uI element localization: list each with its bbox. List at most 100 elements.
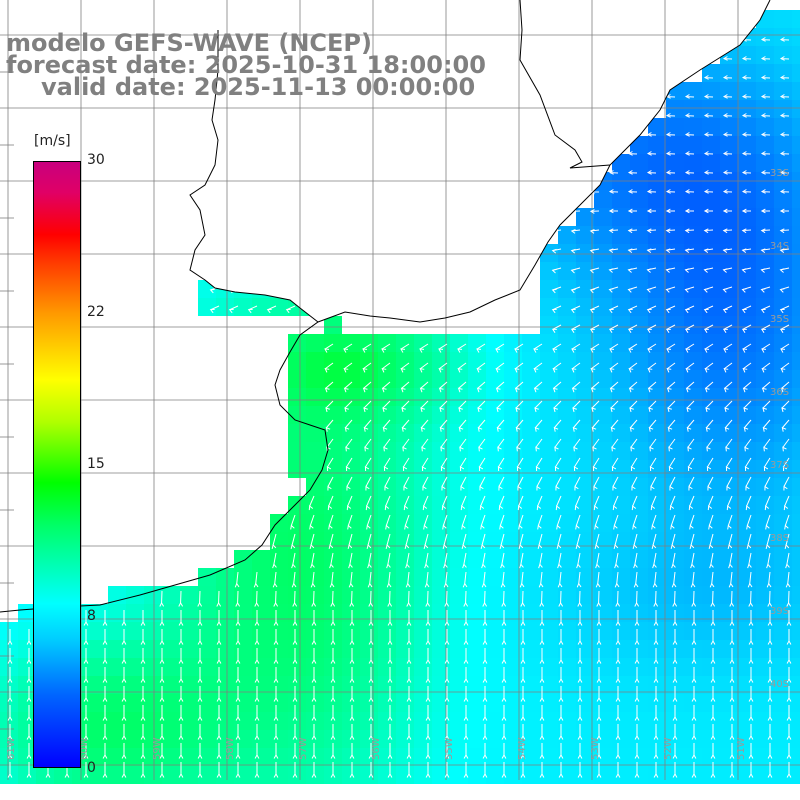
wind-arrow [539, 743, 545, 759]
wind-arrow [347, 514, 353, 530]
wind-arrow [783, 476, 790, 491]
wind-arrow [83, 724, 89, 740]
wind-arrow [748, 590, 754, 607]
wind-arrow [744, 457, 752, 471]
wind-arrow [767, 686, 773, 702]
wind-arrow [425, 743, 431, 759]
wind-arrow [440, 438, 448, 452]
wind-arrow [684, 208, 695, 214]
wind-arrow [551, 286, 562, 294]
wind-arrow [401, 419, 410, 432]
wind-arrow [688, 476, 695, 491]
wind-arrow [387, 686, 393, 702]
wind-arrow [348, 571, 354, 588]
wind-arrow [345, 457, 353, 471]
wind-arrow [627, 228, 638, 234]
wind-arrow [7, 743, 13, 759]
wind-arrow [515, 400, 524, 413]
wind-arrow [760, 189, 771, 194]
wind-arrow [102, 743, 108, 759]
wind-arrow [629, 400, 638, 413]
wind-arrow [383, 438, 391, 452]
wind-arrow [497, 457, 505, 471]
wind-arrow [632, 533, 638, 549]
wind-arrow [382, 419, 391, 432]
wind-arrow [760, 267, 771, 273]
wind-arrow [630, 438, 638, 452]
wind-arrow [440, 457, 448, 471]
wind-arrow [779, 267, 790, 273]
wind-arrow [596, 743, 602, 759]
wind-arrow [457, 381, 467, 393]
wind-arrow [653, 686, 659, 702]
wind-arrow [501, 667, 507, 683]
wind-arrow [330, 667, 336, 683]
wind-arrow [615, 724, 621, 740]
wind-arrow [646, 151, 657, 156]
wind-arrow [780, 362, 790, 373]
wind-arrow [520, 762, 526, 778]
wind-arrow [140, 648, 146, 664]
wind-arrow [672, 743, 678, 759]
lat-label: 33S [770, 168, 789, 179]
wind-arrow [589, 305, 600, 314]
wind-arrow [558, 667, 564, 683]
wind-arrow [703, 228, 714, 234]
wind-arrow [690, 571, 696, 588]
colorbar-tick-0: 0 [87, 760, 96, 776]
wind-arrow [520, 705, 526, 721]
wind-arrow [178, 686, 184, 702]
wind-arrow [741, 324, 752, 333]
wind-arrow [463, 724, 469, 740]
wind-arrow [439, 419, 448, 432]
wind-arrow [83, 648, 89, 664]
wind-arrow [710, 762, 716, 778]
wind-arrow [520, 629, 526, 645]
wind-arrow [552, 381, 562, 393]
wind-arrow [121, 705, 127, 721]
wind-arrow [647, 381, 657, 393]
wind-arrow [551, 305, 562, 314]
wind-arrow [419, 343, 429, 353]
wind-arrow [710, 667, 716, 683]
wind-arrow [290, 514, 296, 530]
wind-arrow [538, 571, 544, 588]
colorbar [33, 161, 81, 768]
wind-arrow [406, 724, 412, 740]
wind-arrow [253, 571, 259, 588]
wind-arrow [767, 724, 773, 740]
wind-arrow [235, 705, 241, 721]
wind-arrow [310, 552, 315, 569]
wind-arrow [497, 438, 505, 452]
wind-arrow [482, 590, 488, 607]
wind-arrow [235, 743, 241, 759]
wind-arrow [722, 170, 733, 175]
wind-arrow [691, 667, 697, 683]
wind-arrow [627, 151, 638, 156]
south-coastline [0, 0, 771, 613]
wind-arrow [665, 305, 676, 314]
wind-arrow [458, 419, 467, 432]
wind-arrow [140, 667, 146, 683]
wind-arrow [386, 552, 391, 569]
wind-arrow [779, 56, 790, 61]
wind-arrow [558, 629, 564, 645]
wind-arrow [292, 610, 298, 626]
wind-arrow [627, 286, 638, 293]
wind-arrow [444, 724, 450, 740]
wind-arrow [760, 228, 771, 234]
wind-arrow [703, 94, 714, 99]
wind-arrow [476, 362, 486, 373]
wind-arrow [615, 686, 621, 702]
wind-arrow [102, 686, 108, 702]
wind-arrow [405, 552, 410, 569]
wind-arrow [684, 94, 695, 99]
wind-arrow [367, 552, 372, 569]
wind-arrow [609, 381, 619, 393]
wind-arrow [555, 495, 562, 511]
wind-arrow [254, 705, 260, 721]
wind-arrow [537, 514, 543, 530]
wind-arrow [672, 686, 678, 702]
wind-arrow [463, 762, 469, 778]
wind-arrow [444, 610, 450, 626]
